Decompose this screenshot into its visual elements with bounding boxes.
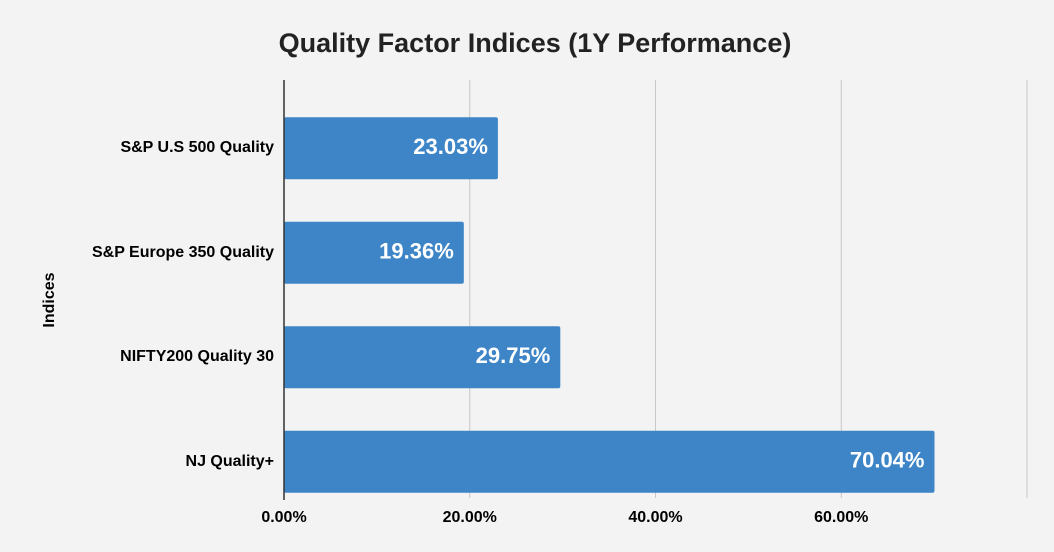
y-tick-label: NIFTY200 Quality 30 xyxy=(120,348,274,366)
bar xyxy=(284,221,464,284)
chart-title: Quality Factor Indices (1Y Performance) xyxy=(279,28,792,58)
data-label: 19.36% xyxy=(379,239,454,264)
x-tick-label: 40.00% xyxy=(628,509,682,526)
x-tick-label: 20.00% xyxy=(443,509,497,526)
x-tick-label: 60.00% xyxy=(814,509,868,526)
y-tick-label: S&P U.S 500 Quality xyxy=(120,139,274,157)
bar xyxy=(284,117,498,180)
data-label: 23.03% xyxy=(413,134,488,159)
y-tick-label: NJ Quality+ xyxy=(185,452,274,470)
bar xyxy=(284,430,935,493)
bar xyxy=(284,326,561,389)
x-tick-label: 0.00% xyxy=(261,509,306,526)
data-label: 70.04% xyxy=(850,448,925,473)
data-label: 29.75% xyxy=(476,343,551,368)
y-tick-label: S&P Europe 350 Quality xyxy=(92,243,274,261)
y-axis-label: Indices xyxy=(41,272,58,327)
